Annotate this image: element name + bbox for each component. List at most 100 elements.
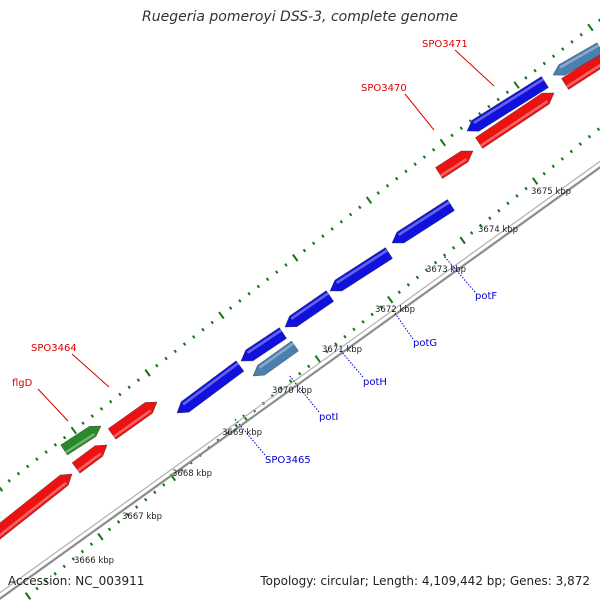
outer-tick [62, 435, 67, 440]
inner-tick [71, 557, 75, 561]
inner-tick [442, 253, 447, 257]
scale-label: 3675 kbp [531, 187, 571, 197]
scale-label: 3673 kbp [426, 265, 466, 275]
outer-tick [365, 196, 373, 204]
outer-tick [321, 234, 325, 238]
inner-tick [361, 320, 365, 324]
inner-tick [531, 177, 539, 185]
reverse-gene [329, 247, 393, 292]
forward-gene [71, 444, 108, 474]
label-leader [288, 374, 320, 413]
inner-tick [44, 579, 48, 583]
outer-tick [238, 299, 242, 303]
outer-tick [109, 399, 113, 404]
inner-tick [297, 371, 302, 376]
inner-tick [406, 283, 411, 287]
label-leader [233, 417, 266, 456]
rna-gene [252, 340, 299, 377]
inner-tick [578, 142, 583, 146]
outer-tick [330, 227, 334, 231]
scale-label: 3671 kbp [322, 345, 362, 355]
outer-tick [358, 205, 362, 210]
genome-backbone [0, 160, 600, 600]
outer-tick [44, 450, 48, 454]
gene-label-reverse: potF [475, 291, 497, 302]
reverse-gene-shade [335, 249, 388, 284]
forward-gene [0, 473, 73, 540]
inner-tick [433, 260, 438, 265]
outer-tick [144, 369, 151, 377]
inner-tick [451, 245, 456, 250]
outer-tick [25, 464, 30, 469]
map-labels: 3666 kbp 3667 kbp 3668 kbp 3669 kbp 3670 kbp… [12, 39, 571, 566]
reverse-gene [466, 76, 549, 132]
outer-tick [579, 32, 583, 37]
outer-tick [570, 40, 574, 44]
gene-label-forward: SPO3464 [31, 343, 77, 354]
inner-tick [35, 586, 39, 591]
inner-tick [314, 355, 321, 363]
inner-tick [470, 231, 474, 235]
outer-tick [256, 284, 261, 289]
other-gene [60, 425, 102, 456]
outer-tick [81, 421, 85, 426]
inner-tick [515, 194, 519, 198]
outer-tick [431, 147, 436, 152]
gene-label-reverse: potG [413, 338, 437, 349]
genome-summary-text: Topology: circular; Length: 4,109,442 bp… [260, 574, 590, 588]
inner-tick [334, 342, 338, 346]
outer-tick [542, 61, 546, 66]
forward-gene [475, 92, 555, 149]
outer-tick [127, 385, 131, 390]
inner-tick [234, 423, 238, 428]
inner-tick [325, 349, 329, 354]
forward-gene-shade [566, 63, 600, 88]
outer-tick [459, 126, 463, 131]
outer-tick [265, 277, 270, 282]
inner-tick [134, 505, 139, 509]
inner-tick [524, 186, 528, 191]
inner-tick [506, 201, 510, 206]
outer-tick [311, 241, 316, 246]
outer-tick [513, 81, 520, 89]
forward-gene [561, 54, 600, 90]
inner-tick [379, 305, 383, 309]
gene-label-forward: SPO3470 [361, 83, 407, 94]
outer-tick [561, 47, 565, 51]
outer-tick [90, 414, 94, 418]
scale-label: 3666 kbp [74, 556, 114, 566]
outer-tick [35, 457, 39, 462]
gene-features [0, 42, 600, 540]
outer-tick [450, 133, 454, 138]
outer-tick [70, 426, 77, 435]
inner-tick [53, 571, 57, 576]
outer-tick [395, 176, 399, 181]
outer-tick [487, 104, 491, 109]
outer-tick [164, 356, 168, 361]
outer-tick [422, 155, 427, 159]
rna-gene-shade [258, 342, 294, 369]
inner-tick [415, 275, 420, 280]
inner-tick [288, 379, 293, 383]
outer-tick [413, 162, 417, 166]
label-leader [391, 308, 414, 340]
outer-tick [551, 54, 556, 59]
outer-tick [505, 90, 510, 95]
outer-tick [587, 23, 594, 32]
gene-label-reverse: potH [363, 377, 387, 388]
label-leader [37, 388, 69, 422]
other-gene-shade [64, 432, 95, 454]
outer-tick [228, 306, 233, 310]
outer-tick [136, 378, 141, 382]
scale-label: 3668 kbp [172, 469, 212, 479]
inner-tick [107, 527, 112, 532]
outer-tick [385, 183, 390, 188]
outer-tick [247, 291, 251, 296]
label-leader [404, 93, 435, 131]
reverse-gene [176, 360, 245, 414]
reverse-gene-shade [182, 362, 239, 406]
gene-label-forward: SPO3471 [422, 39, 468, 50]
inner-tick [569, 149, 574, 154]
outer-tick [348, 212, 353, 217]
inner-tick [497, 208, 501, 213]
